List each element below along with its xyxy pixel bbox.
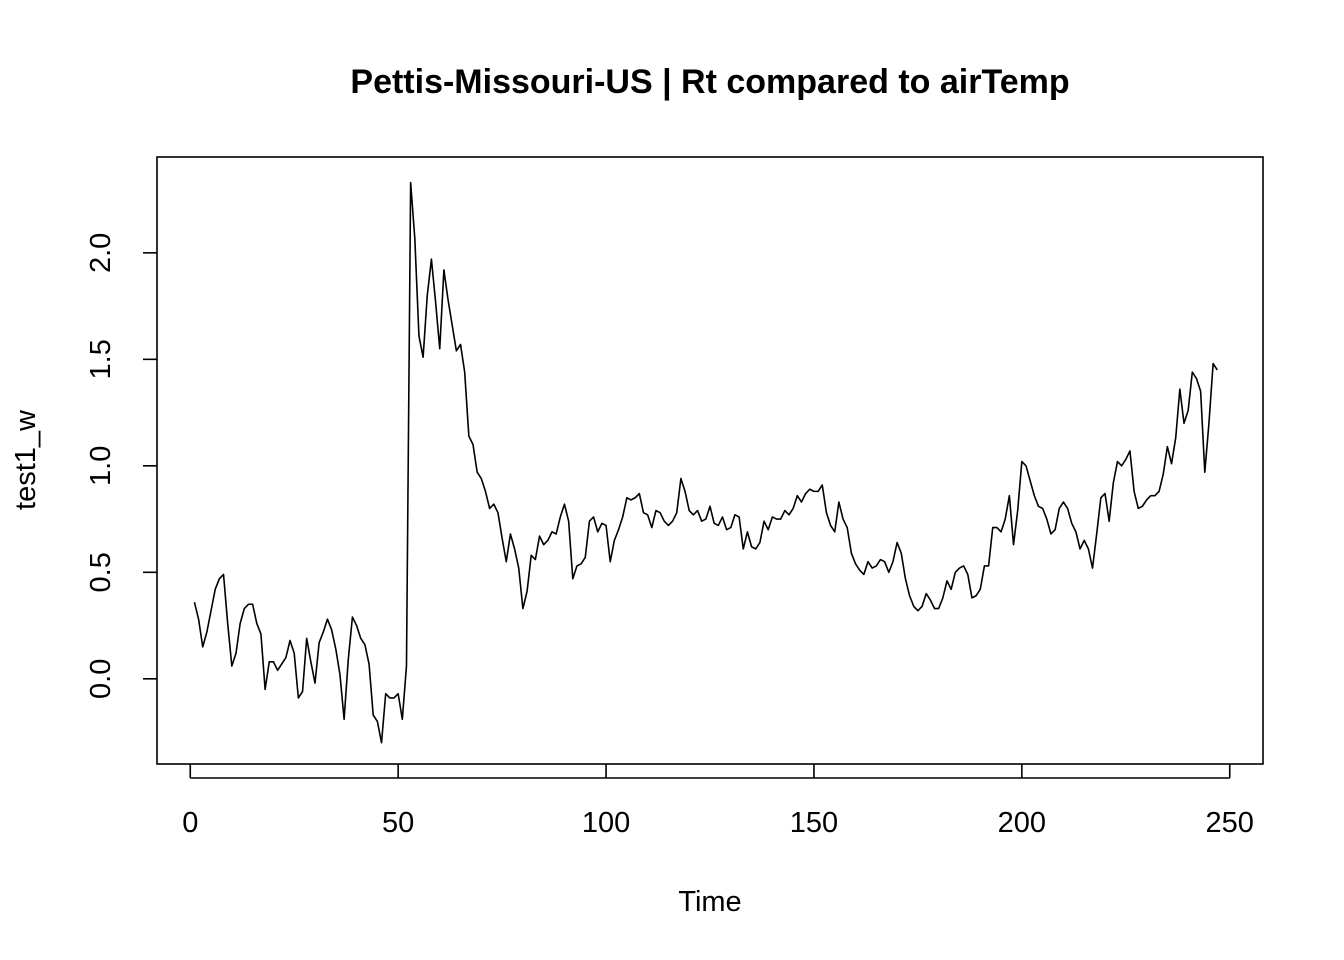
x-tick-label: 100: [582, 807, 630, 839]
x-axis: 0 50 100 150 200 250: [182, 764, 1254, 839]
x-tick-label: 250: [1206, 807, 1254, 839]
x-axis-label: Time: [678, 886, 741, 918]
series-line: [193, 181, 1218, 744]
y-tick-label: 0.0: [85, 659, 117, 699]
plot-frame: [156, 156, 1264, 765]
y-tick-label: 1.5: [85, 339, 117, 379]
y-tick-label: 1.0: [85, 446, 117, 486]
x-tick-label: 200: [998, 807, 1046, 839]
y-tick-label: 2.0: [85, 233, 117, 273]
chart-title: Pettis-Missouri-US | Rt compared to airT…: [350, 63, 1069, 101]
y-tick-label: 0.5: [85, 552, 117, 592]
x-tick-label: 150: [790, 807, 838, 839]
x-tick-label: 50: [382, 807, 414, 839]
y-axis-label: test1_w: [10, 409, 42, 510]
x-tick-label: 0: [182, 807, 198, 839]
y-axis: 0.0 0.5 1.0 1.5 2.0: [85, 233, 157, 699]
